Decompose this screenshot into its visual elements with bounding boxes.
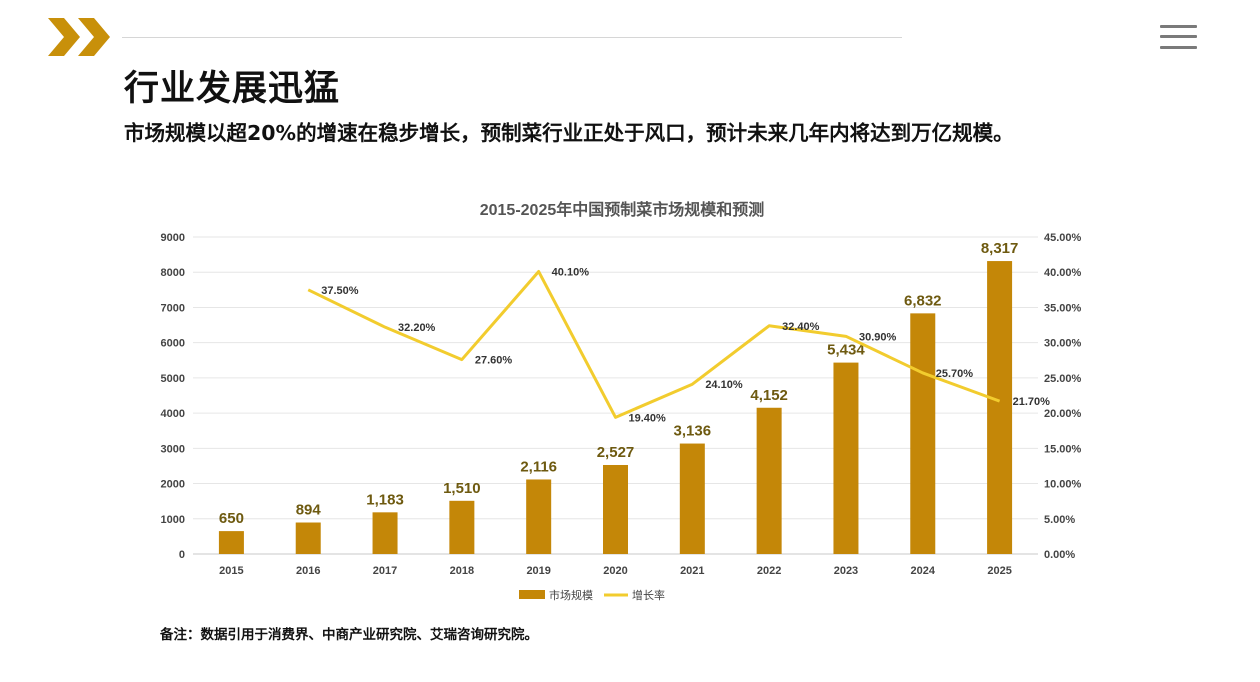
- bar-data-label: 8,317: [981, 240, 1019, 257]
- x-tick-label: 2021: [680, 565, 704, 577]
- x-tick-label: 2020: [603, 565, 627, 577]
- bar-data-label: 6,832: [904, 292, 942, 309]
- bar: [756, 407, 782, 554]
- bar: [449, 500, 475, 554]
- page-subtitle: 市场规模以超20%的增速在稳步增长，预制菜行业正处于风口，预计未来几年内将达到万…: [124, 121, 1014, 145]
- bar-data-label: 894: [296, 502, 322, 519]
- page-title: 行业发展迅猛: [124, 69, 341, 109]
- bar-data-label: 2,116: [520, 458, 557, 475]
- y-left-tick-label: 3000: [161, 443, 185, 455]
- y-left-tick-label: 1000: [161, 514, 185, 526]
- chart-title: 2015-2025年中国预制菜市场规模和预测: [480, 200, 765, 219]
- bar-data-label: 2,527: [597, 444, 635, 461]
- bar: [603, 464, 628, 554]
- legend-label-bar: 市场规模: [549, 588, 593, 602]
- y-left-tick-label: 9000: [161, 232, 185, 244]
- bar: [910, 313, 936, 554]
- y-right-tick-label: 5.00%: [1044, 514, 1075, 526]
- bar: [295, 522, 321, 554]
- header-divider: [122, 37, 902, 38]
- bar-data-label: 1,183: [366, 491, 404, 508]
- x-tick-label: 2018: [450, 565, 474, 577]
- line-data-label: 30.90%: [859, 331, 897, 343]
- y-right-tick-label: 25.00%: [1044, 373, 1082, 385]
- bar: [987, 261, 1013, 554]
- legend-swatch-bar: [519, 590, 545, 599]
- line-data-label: 32.20%: [398, 322, 436, 334]
- y-left-tick-label: 7000: [161, 302, 185, 314]
- x-tick-label: 2016: [296, 565, 320, 577]
- x-tick-label: 2025: [987, 565, 1011, 577]
- bar-data-label: 3,136: [674, 423, 712, 440]
- y-right-tick-label: 15.00%: [1044, 443, 1082, 455]
- y-right-tick-label: 10.00%: [1044, 479, 1082, 491]
- line-data-label: 32.40%: [782, 321, 820, 333]
- line-data-label: 19.40%: [629, 412, 667, 424]
- x-tick-label: 2017: [373, 565, 397, 577]
- double-chevron-right-icon: [48, 18, 110, 56]
- line-data-label: 25.70%: [936, 368, 974, 380]
- y-right-tick-label: 0.00%: [1044, 549, 1075, 561]
- y-right-tick-label: 35.00%: [1044, 302, 1082, 314]
- x-tick-label: 2023: [834, 565, 858, 577]
- y-left-tick-label: 5000: [161, 373, 185, 385]
- bar: [833, 362, 859, 554]
- bar: [526, 479, 552, 554]
- line-data-label: 24.10%: [705, 379, 743, 391]
- y-left-tick-label: 8000: [161, 267, 185, 279]
- bar: [218, 531, 244, 554]
- y-right-tick-label: 40.00%: [1044, 267, 1082, 279]
- y-left-tick-label: 0: [179, 549, 185, 561]
- bar: [679, 443, 705, 554]
- y-left-tick-label: 6000: [161, 338, 185, 350]
- y-right-tick-label: 20.00%: [1044, 408, 1082, 420]
- y-right-tick-label: 45.00%: [1044, 232, 1082, 244]
- x-tick-label: 2015: [219, 565, 243, 577]
- bar-data-label: 650: [219, 510, 244, 527]
- line-data-label: 37.50%: [321, 285, 359, 297]
- line-data-label: 21.70%: [1013, 396, 1051, 408]
- line-data-label: 40.10%: [552, 267, 590, 279]
- y-left-tick-label: 4000: [161, 408, 185, 420]
- x-tick-label: 2022: [757, 565, 781, 577]
- bar-data-label: 5,434: [827, 342, 865, 359]
- bar: [372, 512, 398, 554]
- x-tick-label: 2024: [911, 565, 936, 577]
- y-left-tick-label: 2000: [161, 479, 185, 491]
- hamburger-menu-icon[interactable]: [1160, 25, 1197, 49]
- bar-data-label: 4,152: [750, 387, 788, 404]
- bar-data-label: 1,510: [443, 480, 481, 497]
- growth-rate-line: [307, 270, 1001, 419]
- line-data-label: 27.60%: [475, 355, 513, 367]
- legend-label-line: 增长率: [632, 588, 665, 602]
- x-tick-label: 2019: [526, 565, 550, 577]
- y-right-tick-label: 30.00%: [1044, 338, 1082, 350]
- source-note: 备注：数据引用于消费界、中商产业研究院、艾瑞咨询研究院。: [160, 627, 538, 643]
